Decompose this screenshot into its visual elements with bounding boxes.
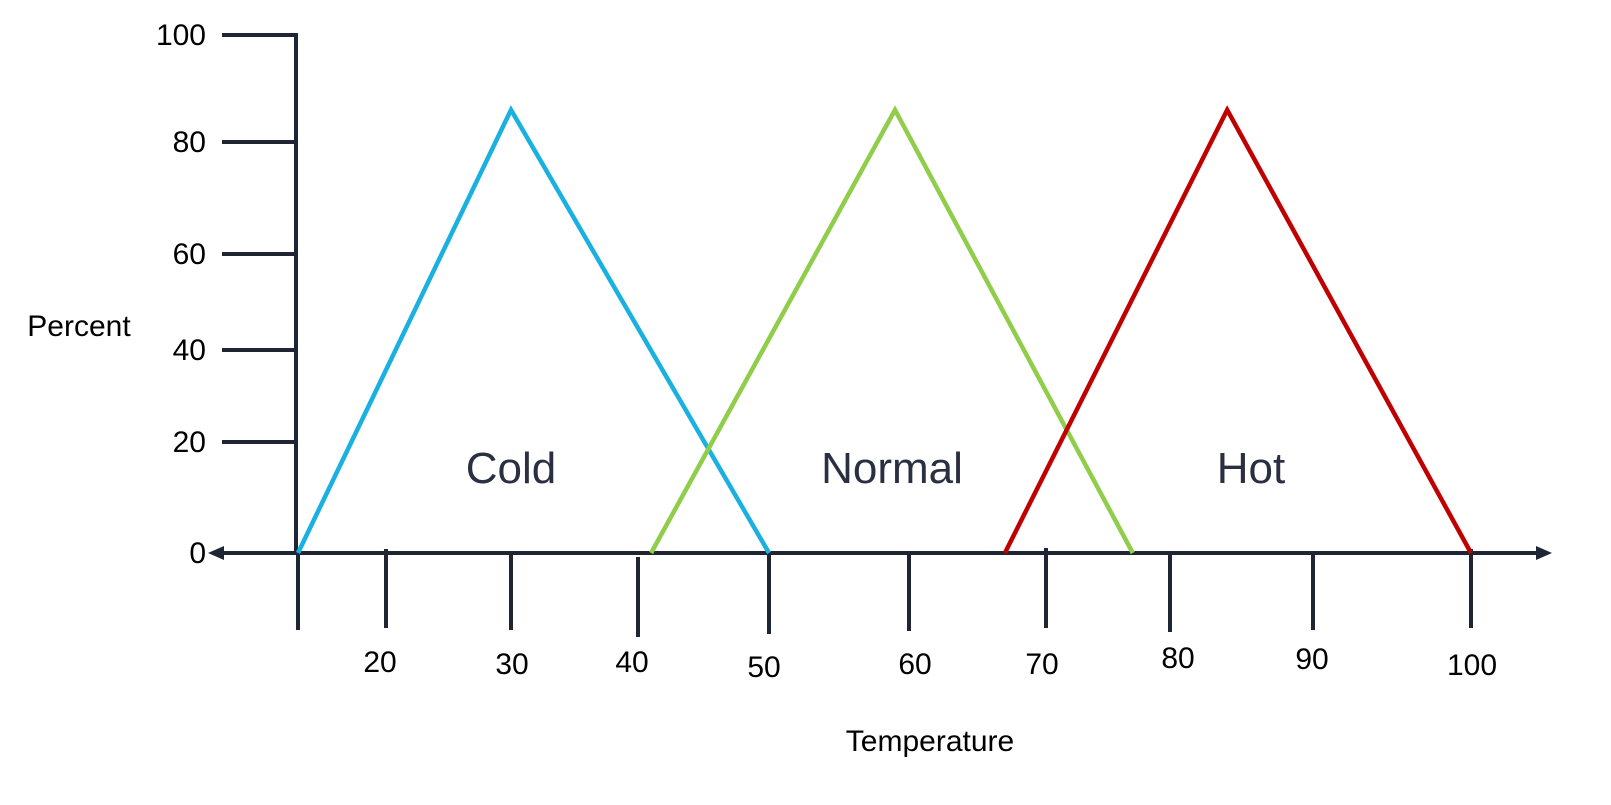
series [295, 105, 1473, 555]
y-tick-label-60: 60 [173, 238, 206, 271]
y-tick-label-40: 40 [173, 334, 206, 367]
x-tick-label-40: 40 [615, 646, 648, 679]
series-cold-line [295, 105, 771, 555]
x-tick-label-90: 90 [1295, 643, 1328, 676]
series-hot-label: Hot [1217, 444, 1285, 493]
x-tick-label-20: 20 [363, 646, 396, 679]
y-tick-label-100: 100 [156, 19, 206, 52]
series-normal-label: Normal [821, 444, 963, 493]
x-tick-label-60: 60 [898, 648, 931, 681]
y-tick-label-80: 80 [173, 126, 206, 159]
x-axis-arrow-right [1536, 546, 1552, 560]
x-tick-label-70: 70 [1025, 648, 1058, 681]
x-tick-label-50: 50 [747, 651, 780, 684]
y-axis-title: Percent [27, 310, 131, 343]
x-axis-title: Temperature [846, 725, 1014, 758]
series-hot-line [1002, 105, 1473, 555]
series-normal-line [649, 105, 1135, 555]
x-tick-label-30: 30 [495, 648, 528, 681]
x-tick-label-100: 100 [1447, 649, 1497, 682]
y-tick-label-0: 0 [189, 537, 206, 570]
series-cold-label: Cold [466, 444, 557, 493]
ticks: 0 20 40 60 80 100 20 30 40 50 60 70 80 90 100 [156, 19, 1497, 684]
labels: Cold Normal Hot [466, 444, 1285, 493]
x-tick-label-80: 80 [1161, 642, 1194, 675]
y-tick-label-20: 20 [173, 426, 206, 459]
axes [208, 33, 1552, 560]
x-axis-arrow-left [208, 546, 224, 560]
